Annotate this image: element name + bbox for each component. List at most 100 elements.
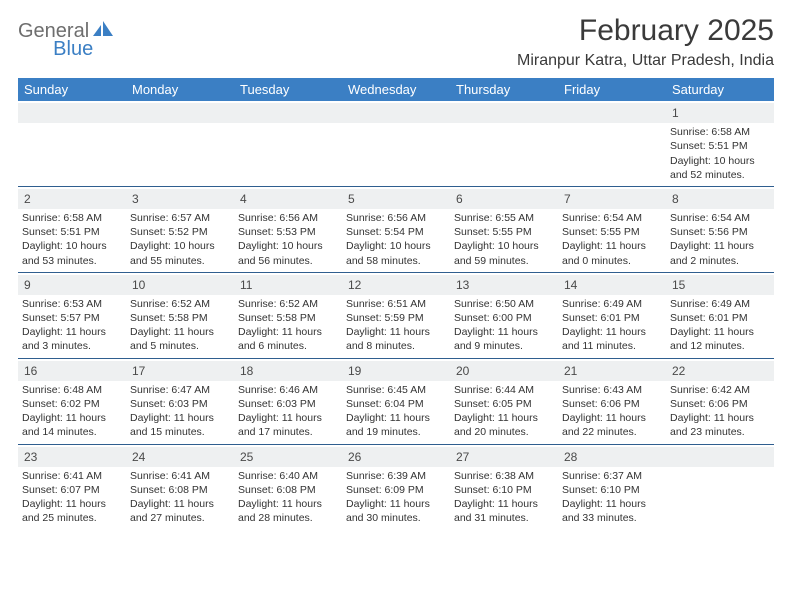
sunrise-text: Sunrise: 6:45 AM (346, 383, 446, 397)
header: General Blue February 2025 Miranpur Katr… (18, 14, 774, 70)
weeks-container: 1Sunrise: 6:58 AMSunset: 5:51 PMDaylight… (18, 101, 774, 529)
sunrise-text: Sunrise: 6:40 AM (238, 469, 338, 483)
day-cell: 7Sunrise: 6:54 AMSunset: 5:55 PMDaylight… (558, 187, 666, 272)
sunset-text: Sunset: 5:53 PM (238, 225, 338, 239)
day-number (126, 103, 234, 123)
day-cell: 1Sunrise: 6:58 AMSunset: 5:51 PMDaylight… (666, 101, 774, 186)
daylight-text: Daylight: 11 hours and 33 minutes. (562, 497, 662, 525)
day-cell: 9Sunrise: 6:53 AMSunset: 5:57 PMDaylight… (18, 273, 126, 358)
day-cell: 13Sunrise: 6:50 AMSunset: 6:00 PMDayligh… (450, 273, 558, 358)
week-row: 23Sunrise: 6:41 AMSunset: 6:07 PMDayligh… (18, 445, 774, 530)
daylight-text: Daylight: 11 hours and 12 minutes. (670, 325, 770, 353)
daylight-text: Daylight: 11 hours and 22 minutes. (562, 411, 662, 439)
day-number (666, 447, 774, 467)
sunrise-text: Sunrise: 6:39 AM (346, 469, 446, 483)
day-cell: 3Sunrise: 6:57 AMSunset: 5:52 PMDaylight… (126, 187, 234, 272)
day-number: 20 (450, 361, 558, 381)
daylight-text: Daylight: 11 hours and 20 minutes. (454, 411, 554, 439)
day-cell: 16 Sunrise: 6:48 AMSunset: 6:02 PMDayligh… (18, 359, 126, 444)
daylight-text: Daylight: 11 hours and 2 minutes. (670, 239, 770, 267)
sunset-text: Sunset: 6:01 PM (562, 311, 662, 325)
day-number: 25 (234, 447, 342, 467)
sunrise-text: Sunrise: 6:44 AM (454, 383, 554, 397)
daylight-text: Daylight: 10 hours and 58 minutes. (346, 239, 446, 267)
daylight-text: Daylight: 11 hours and 19 minutes. (346, 411, 446, 439)
sunrise-text: Sunrise: 6:52 AM (130, 297, 230, 311)
sunset-text: Sunset: 5:55 PM (454, 225, 554, 239)
day-cell: 5Sunrise: 6:56 AMSunset: 5:54 PMDaylight… (342, 187, 450, 272)
sunset-text: Sunset: 5:52 PM (130, 225, 230, 239)
sunset-text: Sunset: 5:51 PM (670, 139, 770, 153)
day-number: 24 (126, 447, 234, 467)
day-number: 17 (126, 361, 234, 381)
week-row: 2Sunrise: 6:58 AMSunset: 5:51 PMDaylight… (18, 187, 774, 273)
week-row: 9Sunrise: 6:53 AMSunset: 5:57 PMDaylight… (18, 273, 774, 359)
day-cell: 24Sunrise: 6:41 AMSunset: 6:08 PMDayligh… (126, 445, 234, 530)
day-number (234, 103, 342, 123)
day-header-sun: Sunday (18, 78, 126, 101)
day-number: 5 (342, 189, 450, 209)
sunrise-text: Sunrise: 6:52 AM (238, 297, 338, 311)
sunset-text: Sunset: 6:06 PM (562, 397, 662, 411)
daylight-text: Daylight: 11 hours and 17 minutes. (238, 411, 338, 439)
daylight-text: Daylight: 10 hours and 59 minutes. (454, 239, 554, 267)
day-number: 26 (342, 447, 450, 467)
daylight-text: Daylight: 11 hours and 9 minutes. (454, 325, 554, 353)
day-number: 11 (234, 275, 342, 295)
calendar: Sunday Monday Tuesday Wednesday Thursday… (18, 78, 774, 529)
day-number: 28 (558, 447, 666, 467)
page-title: February 2025 (517, 14, 774, 48)
week-row: 16Sunrise: 6:48 AMSunset: 6:02 PMDayligh… (18, 359, 774, 445)
sunrise-text: Sunrise: 6:41 AM (22, 469, 122, 483)
sunrise-text: Sunrise: 6:55 AM (454, 211, 554, 225)
day-cell: 22Sunrise: 6:42 AMSunset: 6:06 PMDayligh… (666, 359, 774, 444)
day-header-mon: Monday (126, 78, 234, 101)
day-number: 18 (234, 361, 342, 381)
day-cell (234, 101, 342, 186)
sunrise-text: Sunrise: 6:51 AM (346, 297, 446, 311)
sunrise-text: Sunrise: 6:48 AM (22, 383, 122, 397)
day-number: 27 (450, 447, 558, 467)
brand-part2: Blue (53, 38, 93, 61)
sunrise-text: Sunrise: 6:50 AM (454, 297, 554, 311)
sunset-text: Sunset: 6:07 PM (22, 483, 122, 497)
sunset-text: Sunset: 6:05 PM (454, 397, 554, 411)
sunrise-text: Sunrise: 6:49 AM (670, 297, 770, 311)
sunset-text: Sunset: 6:04 PM (346, 397, 446, 411)
sunset-text: Sunset: 6:09 PM (346, 483, 446, 497)
daylight-text: Daylight: 11 hours and 8 minutes. (346, 325, 446, 353)
day-cell (342, 101, 450, 186)
daylight-text: Daylight: 10 hours and 53 minutes. (22, 239, 122, 267)
sail-icon (93, 21, 113, 42)
sunset-text: Sunset: 5:54 PM (346, 225, 446, 239)
day-cell: 11Sunrise: 6:52 AMSunset: 5:58 PMDayligh… (234, 273, 342, 358)
day-cell: 20 Sunrise: 6:44 AMSunset: 6:05 PMDayligh… (450, 359, 558, 444)
sunset-text: Sunset: 6:00 PM (454, 311, 554, 325)
day-number: 3 (126, 189, 234, 209)
day-number: 7 (558, 189, 666, 209)
sunrise-text: Sunrise: 6:54 AM (562, 211, 662, 225)
day-header-wed: Wednesday (342, 78, 450, 101)
day-cell: 25Sunrise: 6:40 AMSunset: 6:08 PMDayligh… (234, 445, 342, 530)
sunset-text: Sunset: 6:02 PM (22, 397, 122, 411)
sunset-text: Sunset: 6:03 PM (130, 397, 230, 411)
day-header-tue: Tuesday (234, 78, 342, 101)
day-cell: 26Sunrise: 6:39 AMSunset: 6:09 PMDayligh… (342, 445, 450, 530)
day-number (342, 103, 450, 123)
daylight-text: Daylight: 11 hours and 23 minutes. (670, 411, 770, 439)
sunrise-text: Sunrise: 6:37 AM (562, 469, 662, 483)
sunset-text: Sunset: 5:59 PM (346, 311, 446, 325)
day-number: 6 (450, 189, 558, 209)
daylight-text: Daylight: 11 hours and 3 minutes. (22, 325, 122, 353)
title-block: February 2025 Miranpur Katra, Uttar Prad… (517, 14, 774, 70)
daylight-text: Daylight: 11 hours and 14 minutes. (22, 411, 122, 439)
day-cell: 17Sunrise: 6:47 AMSunset: 6:03 PMDayligh… (126, 359, 234, 444)
sunrise-text: Sunrise: 6:42 AM (670, 383, 770, 397)
day-number: 21 (558, 361, 666, 381)
day-number: 10 (126, 275, 234, 295)
day-number: 2 (18, 189, 126, 209)
sunset-text: Sunset: 6:06 PM (670, 397, 770, 411)
day-number: 16 (18, 361, 126, 381)
sunset-text: Sunset: 5:57 PM (22, 311, 122, 325)
day-number (450, 103, 558, 123)
